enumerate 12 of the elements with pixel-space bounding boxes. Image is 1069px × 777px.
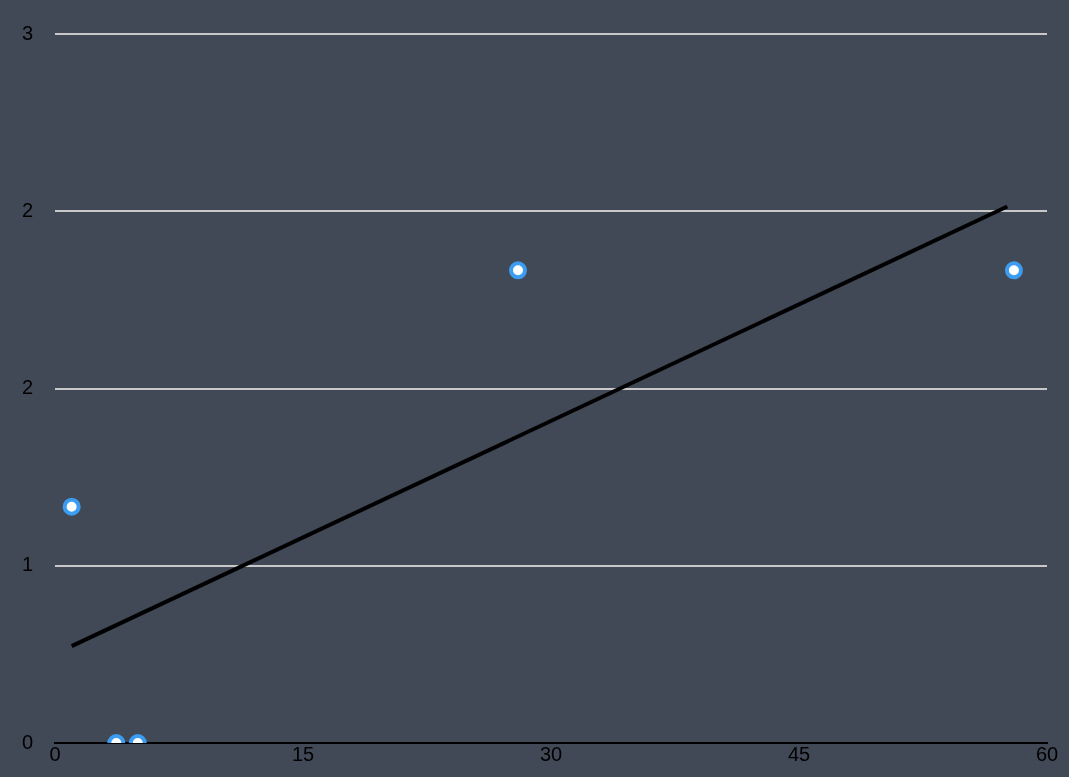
x-tick-label: 60 (1035, 742, 1059, 765)
y-tick-label: 1 (22, 553, 34, 576)
x-tick-label: 15 (291, 742, 315, 765)
x-tick-label: 30 (539, 742, 563, 765)
x-tick-label: 45 (787, 742, 811, 765)
y-tick-label: 3 (22, 21, 34, 44)
point (62, 497, 81, 516)
x-tick-label: 0 (49, 742, 61, 765)
point (1004, 261, 1023, 280)
point (509, 261, 527, 280)
y-tick-label: 2 (22, 376, 34, 399)
y-tick-label: 2 (22, 198, 34, 221)
